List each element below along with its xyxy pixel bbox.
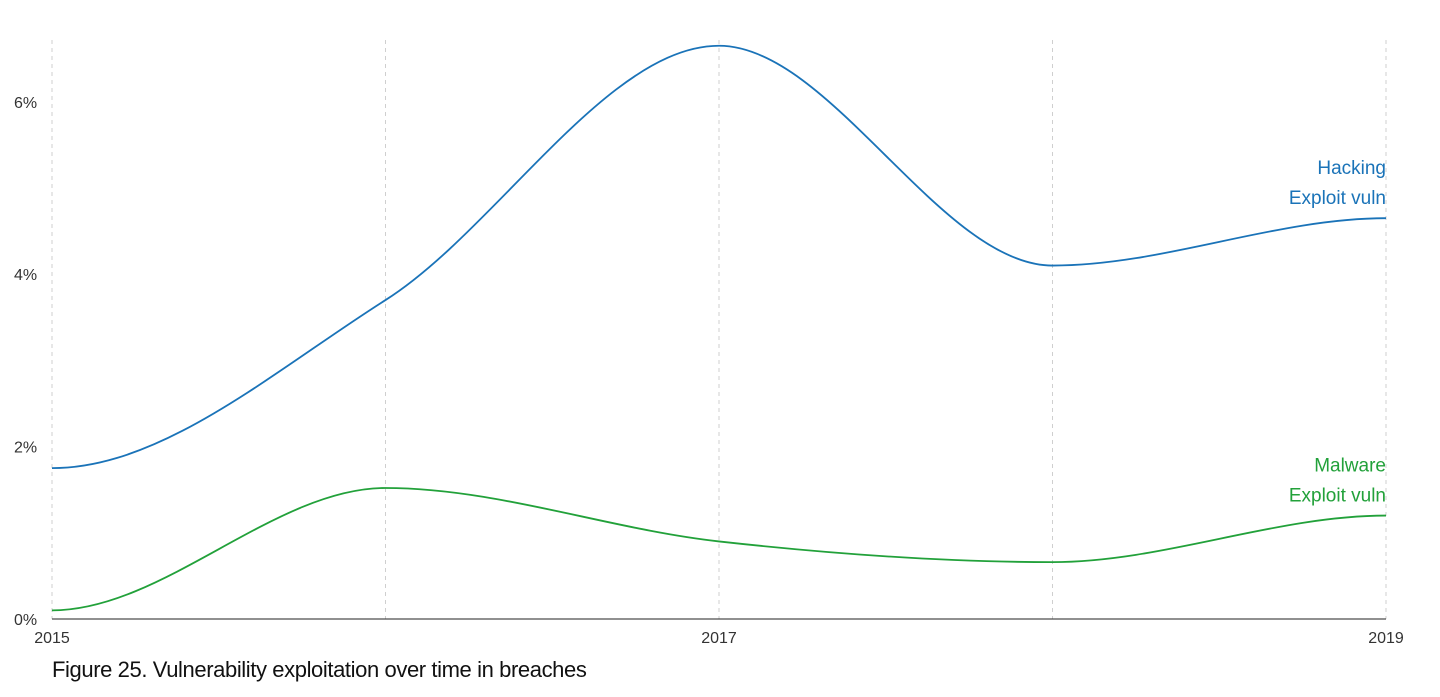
x-axis-ticks: 2015 2017 2019	[34, 630, 1404, 647]
series-label-1-line-1: Hacking	[1317, 158, 1386, 179]
series-line-2	[51, 487, 1387, 612]
y-tick-label-2: 2%	[14, 440, 37, 457]
y-tick-label-6: 6%	[14, 95, 37, 112]
series-labels: Hacking Exploit vuln Malware Exploit vuln	[1289, 158, 1386, 506]
y-tick-label-0: 0%	[14, 612, 37, 629]
series-lines	[51, 44, 1387, 612]
series-label-1-line-2: Exploit vuln	[1289, 188, 1386, 209]
x-tick-label-2017: 2017	[701, 630, 737, 647]
series-label-2-line-1: Malware	[1314, 456, 1386, 477]
figure-caption: Figure 25. Vulnerability exploitation ov…	[52, 657, 587, 682]
x-tick-label-2015: 2015	[34, 630, 70, 647]
y-axis-ticks: 0% 2% 4% 6%	[14, 95, 37, 629]
series-line-1	[51, 44, 1387, 470]
series-label-2-line-2: Exploit vuln	[1289, 486, 1386, 507]
grid-lines	[51, 40, 1387, 619]
y-tick-label-4: 4%	[14, 267, 37, 284]
x-tick-label-2019: 2019	[1368, 630, 1404, 647]
